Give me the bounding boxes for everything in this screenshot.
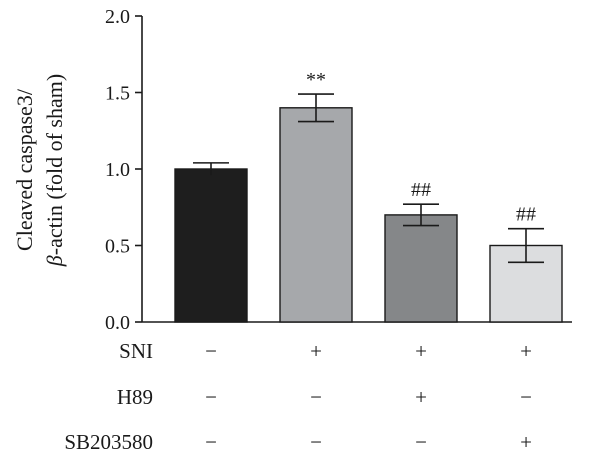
treatment-mark: + [415,385,427,409]
y-tick-label: 2.0 [105,6,130,28]
treatment-mark: + [520,430,532,454]
plot-area: 0.0 0.5 1.0 1.5 2.0 ** ## ## [105,6,572,334]
y-tick-label: 0.5 [105,236,130,258]
treatment-mark: − [205,385,217,409]
treatment-mark: + [520,339,532,363]
y-tick-label: 1.5 [105,83,130,105]
y-axis-label-line2-rest: -actin (fold of sham) [42,74,67,255]
bar [384,214,458,323]
significance-mark: ** [306,69,326,91]
treatment-mark: − [520,385,532,409]
treatment-table: SNI − + + + H89 − − + − SB203580 − − − + [64,339,532,454]
treatment-label: SNI [119,339,153,363]
treatment-mark: − [205,339,217,363]
treatment-mark: − [310,430,322,454]
y-axis-label-line1: Cleaved caspase3/ [12,88,37,251]
bar [279,107,353,323]
treatment-mark: + [415,339,427,363]
treatment-mark: − [415,430,427,454]
treatment-mark: − [205,430,217,454]
treatment-label: H89 [117,385,153,409]
y-axis-label: Cleaved caspase3/ β-actin (fold of sham) [12,74,67,267]
significance-mark: ## [516,204,536,226]
beta-symbol: β [42,255,67,267]
treatment-mark: + [310,339,322,363]
y-axis-label-line2: β-actin (fold of sham) [42,74,67,267]
y-tick-label: 0.0 [105,312,130,334]
treatment-label: SB203580 [64,430,153,454]
y-tick-label: 1.0 [105,159,130,181]
bar [174,168,248,323]
treatment-mark: − [310,385,322,409]
significance-mark: ## [411,179,431,201]
